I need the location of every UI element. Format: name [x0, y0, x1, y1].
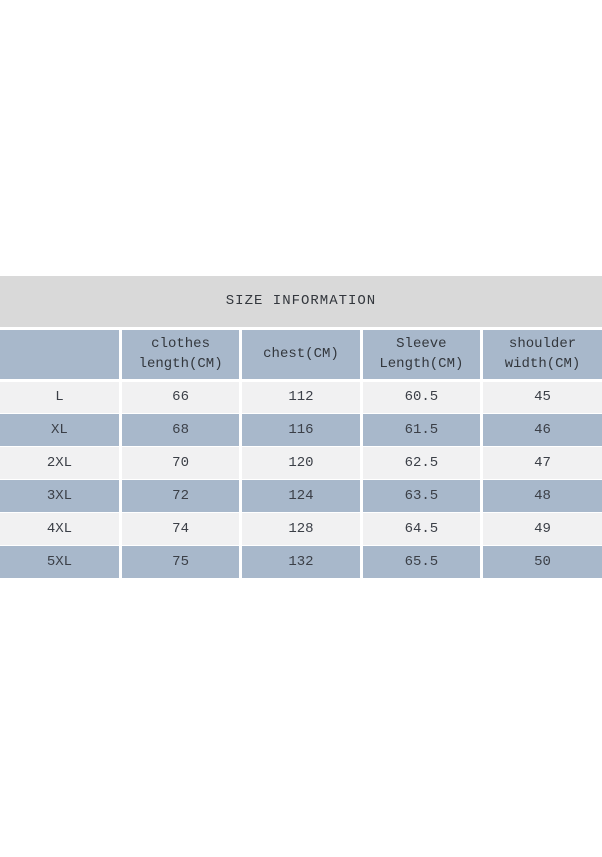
sleeve-length-cell: 64.5 [361, 512, 484, 546]
clothes-length-cell: 72 [120, 479, 243, 513]
size-cell: 3XL [0, 479, 122, 513]
size-cell: 2XL [0, 446, 122, 480]
table-row-4xl: 4XL 74 128 64.5 49 [0, 512, 602, 546]
table-row-l: L 66 112 60.5 45 [0, 380, 602, 414]
chest-cell: 112 [240, 380, 363, 414]
size-table: clothes length(CM) chest(CM) Sleeve Leng… [0, 330, 602, 579]
table-row-2xl: 2XL 70 120 62.5 47 [0, 446, 602, 480]
size-table-body: L 66 112 60.5 45 XL 68 116 61.5 46 2XL 7… [0, 380, 602, 579]
chest-cell: 124 [240, 479, 363, 513]
size-cell: L [0, 380, 122, 414]
sleeve-length-cell: 63.5 [361, 479, 484, 513]
header-sleeve-length: Sleeve Length(CM) [361, 330, 484, 382]
chest-cell: 120 [240, 446, 363, 480]
sleeve-length-cell: 62.5 [361, 446, 484, 480]
size-cell: 5XL [0, 545, 122, 579]
chest-cell: 128 [240, 512, 363, 546]
shoulder-width-cell: 49 [481, 512, 602, 546]
clothes-length-cell: 68 [120, 413, 243, 447]
header-row: clothes length(CM) chest(CM) Sleeve Leng… [0, 330, 602, 382]
shoulder-width-cell: 46 [481, 413, 602, 447]
size-cell: XL [0, 413, 122, 447]
clothes-length-cell: 75 [120, 545, 243, 579]
shoulder-width-cell: 50 [481, 545, 602, 579]
header-size [0, 330, 122, 382]
clothes-length-cell: 70 [120, 446, 243, 480]
clothes-length-cell: 74 [120, 512, 243, 546]
table-row-5xl: 5XL 75 132 65.5 50 [0, 545, 602, 579]
header-clothes-length: clothes length(CM) [120, 330, 243, 382]
size-chart: SIZE INFORMATION clothes length(CM) ches… [0, 276, 602, 579]
table-row-3xl: 3XL 72 124 63.5 48 [0, 479, 602, 513]
shoulder-width-cell: 48 [481, 479, 602, 513]
size-cell: 4XL [0, 512, 122, 546]
sleeve-length-cell: 60.5 [361, 380, 484, 414]
header-chest: chest(CM) [240, 330, 363, 382]
chest-cell: 132 [240, 545, 363, 579]
shoulder-width-cell: 47 [481, 446, 602, 480]
size-table-header: clothes length(CM) chest(CM) Sleeve Leng… [0, 330, 602, 382]
size-chart-title: SIZE INFORMATION [0, 276, 602, 327]
sleeve-length-cell: 65.5 [361, 545, 484, 579]
clothes-length-cell: 66 [120, 380, 243, 414]
table-row-xl: XL 68 116 61.5 46 [0, 413, 602, 447]
shoulder-width-cell: 45 [481, 380, 602, 414]
chest-cell: 116 [240, 413, 363, 447]
sleeve-length-cell: 61.5 [361, 413, 484, 447]
header-shoulder-width: shoulder width(CM) [481, 330, 602, 382]
